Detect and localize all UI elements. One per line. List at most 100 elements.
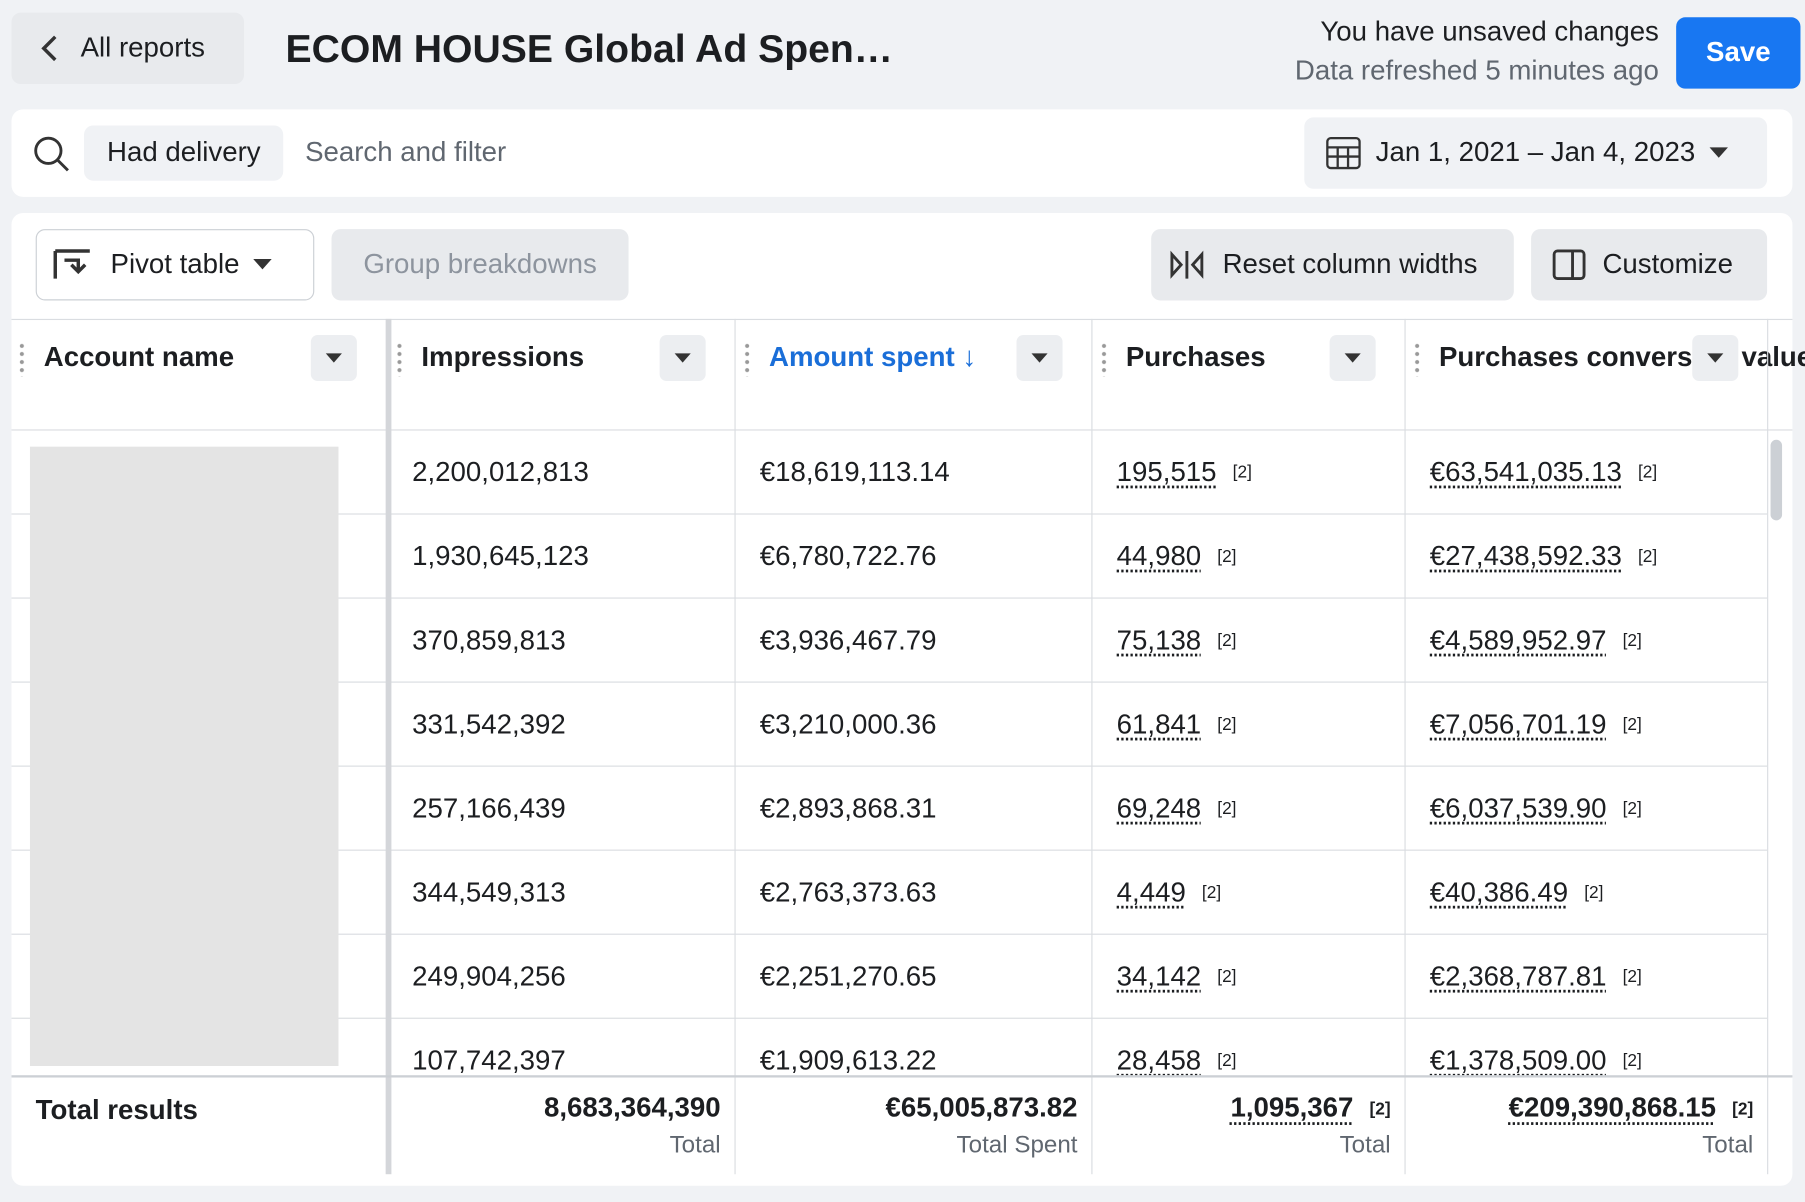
cell-value: 107,742,397 xyxy=(412,1044,566,1076)
cell-value: €6,780,722.76 xyxy=(759,540,937,572)
column-menu[interactable] xyxy=(1329,334,1376,382)
column-header[interactable]: Amount spent ↓ xyxy=(769,341,977,373)
date-caret xyxy=(1709,147,1728,158)
table-cell: 34,142 [2] xyxy=(1117,935,1237,1019)
table-cell: 370,859,813 xyxy=(412,599,566,683)
attribution-note: [2] xyxy=(1622,714,1642,735)
column-menu[interactable] xyxy=(659,334,706,382)
total-value: €65,005,873.82 xyxy=(885,1092,1077,1124)
attribution-note: [2] xyxy=(1369,1098,1391,1119)
filter-bar: Had delivery Search and filter Jan 1, 20… xyxy=(11,109,1793,197)
attribution-note: [2] xyxy=(1217,967,1237,987)
header-border xyxy=(11,318,1793,321)
total-value: 1,095,367 [2] xyxy=(1230,1092,1390,1124)
cell-value: €1,909,613.22 xyxy=(759,1044,937,1076)
search-input[interactable]: Search and filter xyxy=(305,136,507,169)
search-icon xyxy=(34,136,69,172)
total-number[interactable]: 1,095,367 xyxy=(1230,1092,1354,1124)
cell-value: 257,166,439 xyxy=(412,792,566,824)
column-grip xyxy=(744,341,750,377)
metric-link[interactable]: 34,142 xyxy=(1116,960,1202,992)
row-border xyxy=(11,681,1768,683)
total-sublabel: Total xyxy=(1702,1131,1754,1159)
table-cell: 61,841 [2] xyxy=(1117,683,1237,767)
table-cell: €2,251,270.65 xyxy=(760,935,937,1019)
table-cell: €27,438,592.33 [2] xyxy=(1430,515,1657,599)
table-cell: €4,589,952.97 [2] xyxy=(1430,599,1642,683)
date-picker[interactable]: Jan 1, 2021 – Jan 4, 2023 xyxy=(1304,117,1768,189)
total-number[interactable]: €209,390,868.15 xyxy=(1508,1092,1717,1124)
metric-link[interactable]: €1,378,509.00 xyxy=(1429,1044,1607,1076)
table-cell: €2,893,868.31 xyxy=(760,767,937,851)
table-cell: €2,368,787.81 [2] xyxy=(1430,935,1642,1019)
metric-link[interactable]: 195,515 xyxy=(1116,456,1217,488)
row-border xyxy=(11,765,1768,767)
cell-value: 331,542,392 xyxy=(412,708,566,740)
attribution-note: [2] xyxy=(1637,546,1658,567)
column-border xyxy=(1767,318,1769,1175)
attribution-note: [2] xyxy=(1622,967,1642,987)
table-cell: 75,138 [2] xyxy=(1117,599,1237,683)
cell-value: €2,251,270.65 xyxy=(759,960,937,992)
pivot-button[interactable]: Pivot table xyxy=(35,229,315,301)
metric-link[interactable]: €63,541,035.13 xyxy=(1429,456,1622,488)
scrollbar xyxy=(1770,439,1783,521)
metric-link[interactable]: €40,386.49 xyxy=(1429,876,1569,908)
metric-link[interactable]: 4,449 xyxy=(1116,876,1186,908)
column-header[interactable]: Purchases conversion value xyxy=(1439,341,1805,373)
column-header[interactable]: Purchases xyxy=(1125,341,1266,373)
report-title: ECOM HOUSE Global Ad Spen… xyxy=(285,27,893,72)
column-menu[interactable] xyxy=(1692,334,1739,382)
customize-button[interactable]: Customize xyxy=(1531,229,1768,301)
totals-label: Total results xyxy=(35,1094,198,1126)
row-border xyxy=(11,597,1768,599)
cell-value: 1,930,645,123 xyxy=(412,540,589,572)
table-cell: 44,980 [2] xyxy=(1117,515,1237,599)
attribution-note: [2] xyxy=(1622,798,1642,819)
column-header[interactable]: Account name xyxy=(43,341,235,373)
customize-icon xyxy=(1552,249,1586,281)
column-menu[interactable] xyxy=(1016,334,1063,382)
cell-value: €2,763,373.63 xyxy=(759,876,937,908)
table-cell: €18,619,113.14 xyxy=(760,431,950,515)
refreshed-status: Data refreshed 5 minutes ago xyxy=(1294,55,1659,87)
metric-link[interactable]: €6,037,539.90 xyxy=(1429,792,1607,824)
column-grip xyxy=(1414,341,1420,377)
metric-link[interactable]: €7,056,701.19 xyxy=(1429,708,1607,740)
column-grip xyxy=(1101,341,1107,377)
column-header[interactable]: Impressions xyxy=(421,341,585,373)
metric-link[interactable]: 44,980 xyxy=(1116,540,1202,572)
metric-link[interactable]: 75,138 xyxy=(1116,624,1202,656)
customize-label: Customize xyxy=(1602,248,1733,280)
metric-link[interactable]: €4,589,952.97 xyxy=(1429,624,1607,656)
table-cell: €1,909,613.22 xyxy=(759,1019,937,1076)
group-button[interactable]: Group breakdowns xyxy=(331,229,629,301)
metric-link[interactable]: 61,841 xyxy=(1116,708,1202,740)
save-button[interactable]: Save xyxy=(1676,17,1801,89)
metric-link[interactable]: €2,368,787.81 xyxy=(1429,960,1607,992)
table-cell: €6,780,722.76 xyxy=(760,515,937,599)
total-sublabel: Total Spent xyxy=(956,1131,1078,1159)
pivot-icon xyxy=(53,249,90,279)
table-cell: 2,200,012,813 xyxy=(412,431,589,515)
cell-value: €3,210,000.36 xyxy=(759,708,937,740)
attribution-note: [2] xyxy=(1622,630,1642,651)
back-label: All reports xyxy=(80,32,205,64)
table-cell: 331,542,392 xyxy=(412,683,566,767)
metric-link[interactable]: 28,458 xyxy=(1116,1044,1202,1076)
metric-link[interactable]: 69,248 xyxy=(1116,792,1202,824)
reset-button[interactable]: Reset column widths xyxy=(1151,229,1514,301)
metric-link[interactable]: €27,438,592.33 xyxy=(1429,540,1622,572)
data-table: Account name Impressions Amount spent ↓ Pur… xyxy=(11,318,1805,1175)
table-cell: €6,037,539.90 [2] xyxy=(1430,767,1642,851)
table-cell: 107,742,397 xyxy=(412,1019,566,1076)
back-button[interactable]: All reports xyxy=(11,12,245,85)
cell-value: 249,904,256 xyxy=(412,960,566,992)
total-sublabel: Total xyxy=(669,1131,721,1159)
total-number: 8,683,364,390 xyxy=(543,1092,721,1124)
filter-chip[interactable]: Had delivery xyxy=(84,125,284,181)
column-menu[interactable] xyxy=(310,334,357,382)
cell-value: 2,200,012,813 xyxy=(412,456,589,488)
